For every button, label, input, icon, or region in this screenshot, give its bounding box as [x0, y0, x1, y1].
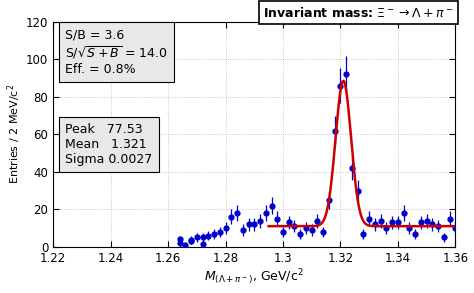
- Text: Invariant mass: $\Xi^- \rightarrow \Lambda + \pi^-$: Invariant mass: $\Xi^- \rightarrow \Lamb…: [263, 6, 453, 20]
- Text: Peak   77.53
Mean   1.321
Sigma 0.0027: Peak 77.53 Mean 1.321 Sigma 0.0027: [65, 123, 153, 166]
- Text: S/B = 3.6
S/$\sqrt{S+B}$ = 14.0
Eff. = 0.8%: S/B = 3.6 S/$\sqrt{S+B}$ = 14.0 Eff. = 0…: [65, 28, 168, 76]
- Y-axis label: Entries / 2 MeV/c$^2$: Entries / 2 MeV/c$^2$: [6, 84, 23, 185]
- X-axis label: $M_{(\Lambda+\pi^-)}$, GeV/c$^2$: $M_{(\Lambda+\pi^-)}$, GeV/c$^2$: [204, 268, 304, 287]
